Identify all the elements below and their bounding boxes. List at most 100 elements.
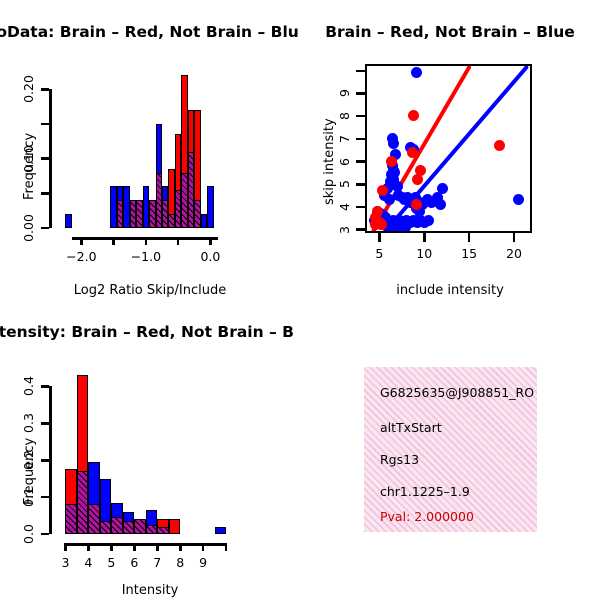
histogram-bar-overlap (149, 200, 156, 228)
x-axis-tick (64, 543, 67, 551)
scatter-panel: Brain – Red, Not Brain – Blue skip inten… (300, 0, 600, 300)
histogram-bar-overlap (155, 172, 162, 228)
scatter-xlabel: include intensity (396, 283, 504, 298)
y-axis-tick (41, 192, 49, 195)
x-axis-tick-label: −1.0 (130, 249, 162, 264)
ratio-histogram-title: RatioData: Brain – Red, Not Brain – Blu (0, 23, 299, 41)
info-line-locus: chr1.1225–1.9 (380, 484, 470, 499)
info-line-pval: Pval: 2.000000 (380, 509, 474, 524)
histogram-bar-overlap (136, 200, 143, 228)
x-axis-tick (144, 237, 148, 245)
histogram-bar-overlap (145, 524, 158, 534)
x-axis-tick-label: 10 (416, 246, 433, 261)
histogram-bar-overlap (181, 172, 188, 228)
ratio-histogram-plot-area: 0.00 0.10 0.20 −2.0 −1.0 0.0 (0, 0, 300, 300)
scatter-plot-area: 3 4 5 6 7 8 9 5 10 15 20 (300, 0, 600, 300)
intensity-histogram-title: ne Itensity: Brain – Red, Not Brain – B (0, 323, 294, 341)
y-axis-tick-label: 3 (337, 225, 352, 234)
y-axis-tick (356, 205, 365, 209)
scatter-point-not-brain (400, 221, 412, 231)
x-axis-tick-label: 4 (84, 555, 93, 570)
scatter-point-not-brain (410, 67, 422, 79)
y-axis-tick-label: 0.10 (21, 144, 36, 173)
histogram-bar-overlap (65, 504, 77, 534)
x-axis-tick-label: 6 (130, 555, 139, 570)
scatter-point-brain (415, 164, 427, 176)
histogram-bar-overlap (157, 526, 169, 534)
x-axis-tick-label: 9 (199, 555, 208, 570)
y-axis-tick (356, 160, 365, 163)
scatter-point-brain (372, 205, 384, 217)
scatter-point-brain (411, 173, 423, 185)
annotation-info-panel: G6825635@J908851_RO altTxStart Rgs13 chr1.1… (364, 367, 537, 532)
x-axis-tick (201, 543, 205, 551)
y-axis-tick-label: 8 (337, 112, 352, 121)
histogram-bar-overlap (99, 521, 112, 534)
y-axis-tick-label: 0.20 (21, 75, 36, 104)
histogram-bar-blue (110, 186, 117, 228)
x-axis-tick (467, 233, 471, 242)
histogram-bar-red (168, 519, 181, 534)
histogram-bar-blue (207, 186, 214, 228)
y-axis-tick (41, 422, 49, 425)
y-axis-tick-label: 0.00 (21, 214, 36, 242)
x-axis-tick (87, 543, 90, 551)
histogram-bar-blue (200, 214, 208, 228)
y-axis-tick-label: 0.2 (21, 450, 36, 471)
x-axis-tick-label: 8 (176, 555, 185, 570)
histogram-bar-overlap (122, 521, 135, 534)
x-axis-tick (176, 237, 180, 245)
scatter-point-brain (385, 155, 397, 167)
intensity-histogram-xlabel: Intensity (121, 583, 179, 598)
y-axis-line (49, 386, 52, 534)
histogram-bar-overlap (88, 504, 100, 534)
x-axis-tick (224, 543, 228, 551)
y-axis-tick-label: 4 (337, 202, 352, 211)
x-axis-tick (178, 543, 182, 551)
x-axis-tick-label: 3 (61, 555, 70, 570)
intensity-histogram-plot-area: 0.0 0.1 0.2 0.3 0.4 3 4 5 6 7 8 9 (0, 300, 300, 600)
y-axis-tick (41, 88, 49, 91)
scatter-point-not-brain (390, 148, 402, 160)
histogram-bar-blue (65, 214, 72, 228)
histogram-bar-overlap (194, 200, 201, 228)
scatter-point-brain (376, 185, 388, 197)
scatter-point-brain (375, 219, 387, 231)
y-axis-tick-label: 0.1 (21, 487, 36, 508)
x-axis-tick-label: 5 (375, 246, 384, 261)
y-axis-tick-label: 9 (337, 89, 352, 98)
x-axis-tick-label: 0.0 (200, 249, 221, 264)
ratio-histogram-xlabel: Log2 Ratio Skip/Include (73, 283, 227, 298)
y-axis-tick (41, 122, 49, 126)
y-axis-tick (356, 92, 365, 95)
histogram-bar-overlap (129, 200, 137, 228)
scatter-point-not-brain (426, 196, 438, 208)
x-axis-tick-label: 5 (107, 555, 116, 570)
scatter-point-not-brain (417, 198, 429, 210)
y-axis-tick (356, 114, 365, 118)
y-axis-tick-label: 0.3 (21, 413, 36, 434)
histogram-bar-blue (142, 186, 150, 228)
x-axis-tick (209, 237, 212, 245)
x-axis-tick (112, 237, 115, 245)
scatter-point-not-brain (423, 214, 435, 226)
info-panel-container: G6825635@J908851_RO altTxStart Rgs13 chr1.1… (300, 300, 600, 600)
y-axis-tick-label: 0.4 (21, 376, 36, 397)
scatter-point-not-brain (414, 205, 426, 217)
x-axis-tick-label: 15 (461, 246, 478, 261)
x-axis-tick-label: 20 (506, 246, 522, 261)
scatter-point-not-brain (388, 137, 400, 149)
histogram-bar-overlap (76, 471, 89, 534)
scatter-point-brain (370, 219, 382, 231)
histogram-bar-overlap (111, 517, 123, 534)
scatter-plot-frame (365, 64, 532, 233)
info-line-event-type: altTxStart (380, 420, 442, 435)
y-axis-tick (41, 157, 49, 160)
x-axis-tick (133, 543, 136, 551)
y-axis-tick-label: 7 (337, 134, 352, 143)
x-axis-tick (155, 543, 159, 551)
scatter-point-brain (408, 110, 420, 122)
info-line-gene-symbol: Rgs13 (380, 452, 420, 467)
y-axis-tick (356, 137, 365, 141)
x-axis-tick (422, 233, 426, 242)
